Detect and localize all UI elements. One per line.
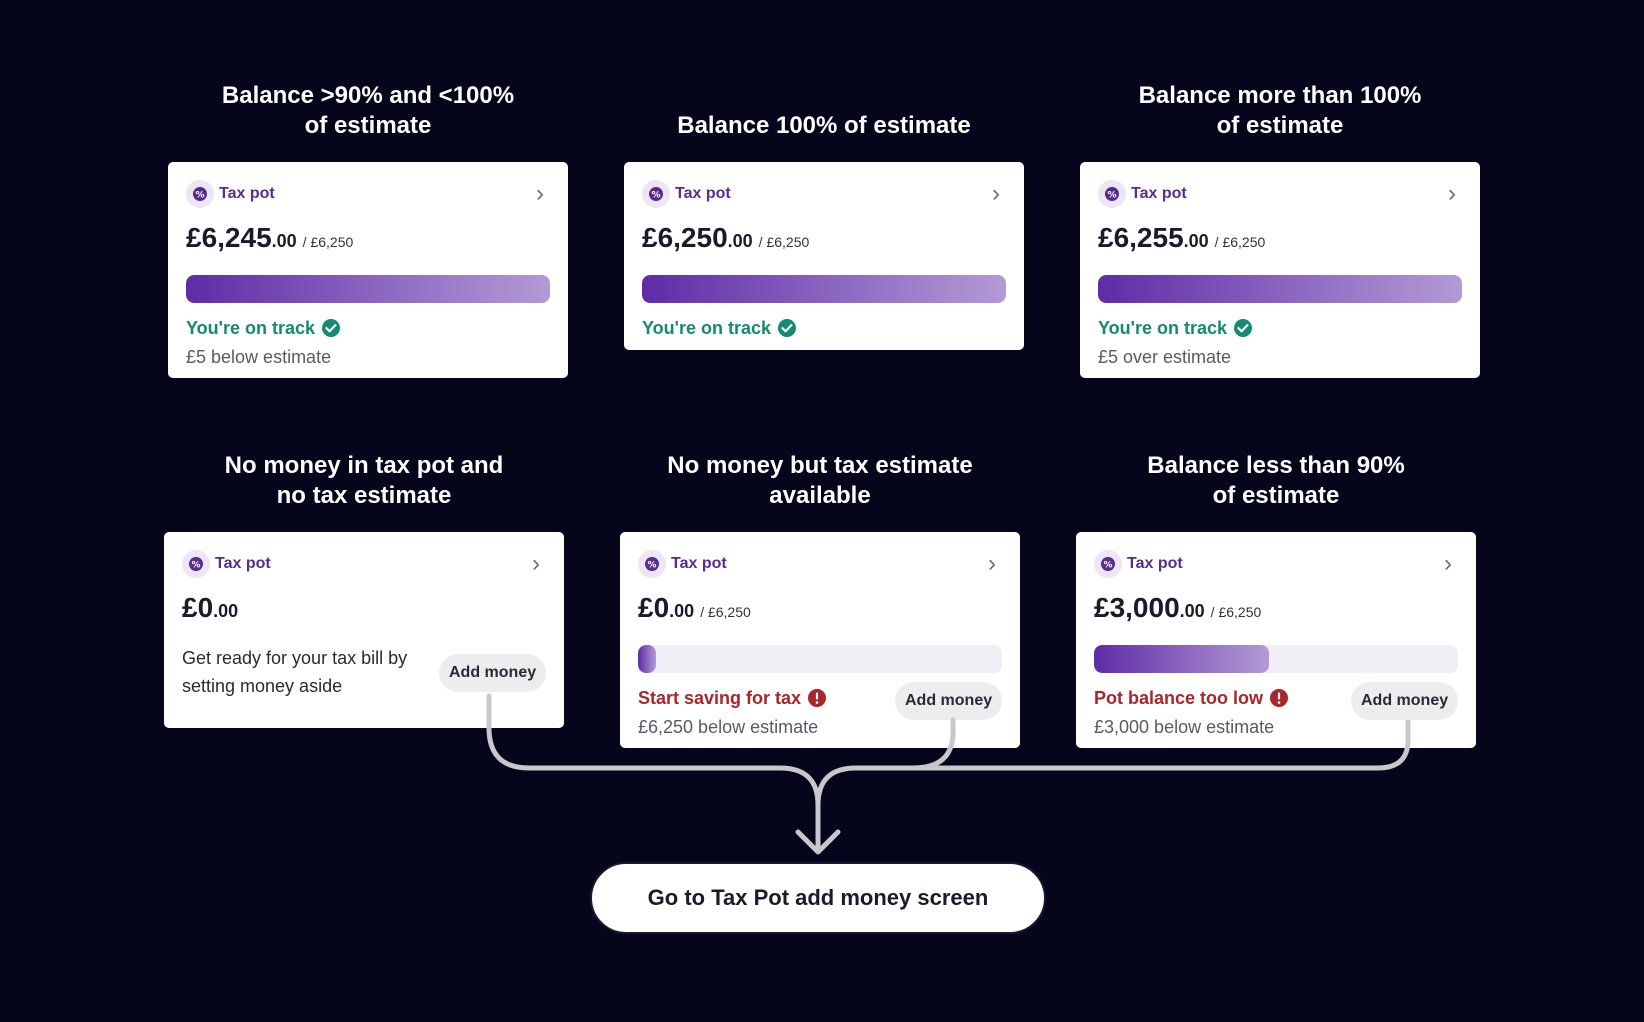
pot-balance: £6,245.00/ £6,250 [186, 222, 354, 253]
estimate-difference: £5 over estimate [1098, 347, 1232, 367]
heading-balance-over-100: Balance more than 100% of estimate [1138, 82, 1422, 139]
pot-balance: £0.00 [182, 592, 239, 623]
card-prompt-text: Get ready for your tax bill by setting m… [182, 648, 408, 696]
tax-pot-card-empty-no-estimate[interactable]: % Tax pot › £0.00 Get ready for your tax… [164, 532, 564, 728]
alert-circle-icon [1270, 689, 1289, 707]
tax-pot-icon: % [1094, 550, 1122, 578]
progress-fill [1094, 645, 1269, 673]
tax-pot-icon: % [182, 550, 210, 578]
tax-pot-card-under-90[interactable]: % Tax pot › £3,000.00/ £6,250 Pot balanc… [1076, 532, 1476, 748]
chevron-right-icon[interactable]: › [536, 180, 544, 207]
arrow-head-icon [795, 829, 841, 855]
card-title: Tax pot [215, 555, 271, 572]
pot-balance: £3,000.00/ £6,250 [1094, 592, 1262, 623]
tax-pot-icon: % [1098, 180, 1126, 208]
progress-bar [642, 275, 1006, 303]
tax-pot-card-near-estimate[interactable]: % Tax pot › £6,245.00/ £6,250 You're on … [168, 162, 568, 378]
estimate-difference: £6,250 below estimate [638, 717, 819, 737]
tax-pot-card-over-estimate[interactable]: % Tax pot › £6,255.00/ £6,250 You're on … [1080, 162, 1480, 378]
card-title: Tax pot [1131, 185, 1187, 202]
heading-balance-90-100: Balance >90% and <100% of estimate [221, 82, 515, 139]
heading-balance-100: Balance 100% of estimate [677, 112, 971, 139]
progress-bar [186, 275, 550, 303]
status-on-track: You're on track [1098, 317, 1462, 339]
card-title: Tax pot [671, 555, 727, 572]
estimate-amount: / £6,250 [302, 234, 354, 250]
status-warning: Start saving for tax [638, 687, 1002, 709]
chevron-right-icon[interactable]: › [1448, 180, 1456, 207]
heading-no-money-no-estimate: No money in tax pot and no tax estimate [224, 452, 504, 509]
chevron-right-icon[interactable]: › [988, 550, 996, 577]
progress-fill [186, 275, 550, 303]
card-title: Tax pot [675, 185, 731, 202]
add-money-button[interactable]: Add money [439, 654, 547, 692]
progress-bar [638, 645, 1002, 673]
status-on-track: You're on track [642, 317, 1006, 339]
pot-balance: £0.00/ £6,250 [638, 592, 751, 623]
tax-pot-icon: % [638, 550, 666, 578]
heading-no-money-estimate-available: No money but tax estimate available [667, 452, 973, 509]
progress-fill [642, 275, 1006, 303]
pot-balance: £6,250.00/ £6,250 [642, 222, 810, 253]
pot-balance: £6,255.00/ £6,250 [1098, 222, 1266, 253]
estimate-amount: / £6,250 [1210, 604, 1262, 620]
check-circle-icon [1233, 319, 1252, 337]
tax-pot-card-exact-estimate[interactable]: % Tax pot › £6,250.00/ £6,250 You're on … [624, 162, 1024, 350]
add-money-button[interactable]: Add money [895, 682, 1003, 720]
add-money-button[interactable]: Add money [1351, 682, 1459, 720]
estimate-amount: / £6,250 [758, 234, 810, 250]
status-on-track: You're on track [186, 317, 550, 339]
estimate-difference: £3,000 below estimate [1094, 717, 1275, 737]
connector-from-card-empty-no-estimate [486, 693, 821, 851]
go-to-add-money-screen[interactable]: Go to Tax Pot add money screen [590, 862, 1046, 934]
card-title: Tax pot [219, 185, 275, 202]
status-warning: Pot balance too low [1094, 687, 1458, 709]
chevron-right-icon[interactable]: › [532, 550, 540, 577]
estimate-amount: / £6,250 [1214, 234, 1266, 250]
progress-bar [1094, 645, 1458, 673]
svg-text:%: % [647, 561, 656, 571]
svg-text:%: % [651, 191, 660, 201]
heading-balance-under-90: Balance less than 90% of estimate [1147, 452, 1405, 509]
alert-circle-icon [808, 689, 827, 707]
progress-bar [1098, 275, 1462, 303]
tax-pot-icon: % [186, 180, 214, 208]
chevron-right-icon[interactable]: › [992, 180, 1000, 207]
check-circle-icon [321, 319, 340, 337]
svg-text:%: % [195, 191, 204, 201]
check-circle-icon [777, 319, 796, 337]
progress-fill [1098, 275, 1462, 303]
estimate-amount: / £6,250 [700, 604, 751, 620]
estimate-difference: £5 below estimate [186, 347, 332, 367]
svg-text:%: % [1103, 561, 1112, 571]
card-title: Tax pot [1127, 555, 1183, 572]
svg-text:%: % [1107, 191, 1116, 201]
tax-pot-icon: % [642, 180, 670, 208]
tax-pot-card-empty-with-estimate[interactable]: % Tax pot › £0.00/ £6,250 Start saving f… [620, 532, 1020, 748]
connector-from-card-under-90 [853, 719, 1411, 771]
progress-fill [638, 645, 656, 673]
connector-from-card-empty-with-estimate [815, 717, 956, 808]
svg-text:%: % [191, 561, 200, 571]
chevron-right-icon[interactable]: › [1444, 550, 1452, 577]
